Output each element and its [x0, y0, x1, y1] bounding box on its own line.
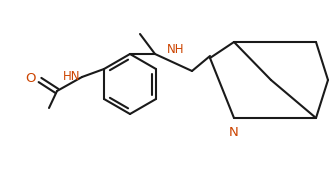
Text: O: O	[25, 71, 36, 84]
Text: N: N	[229, 126, 239, 139]
Text: HN: HN	[62, 69, 80, 83]
Text: NH: NH	[167, 42, 184, 55]
